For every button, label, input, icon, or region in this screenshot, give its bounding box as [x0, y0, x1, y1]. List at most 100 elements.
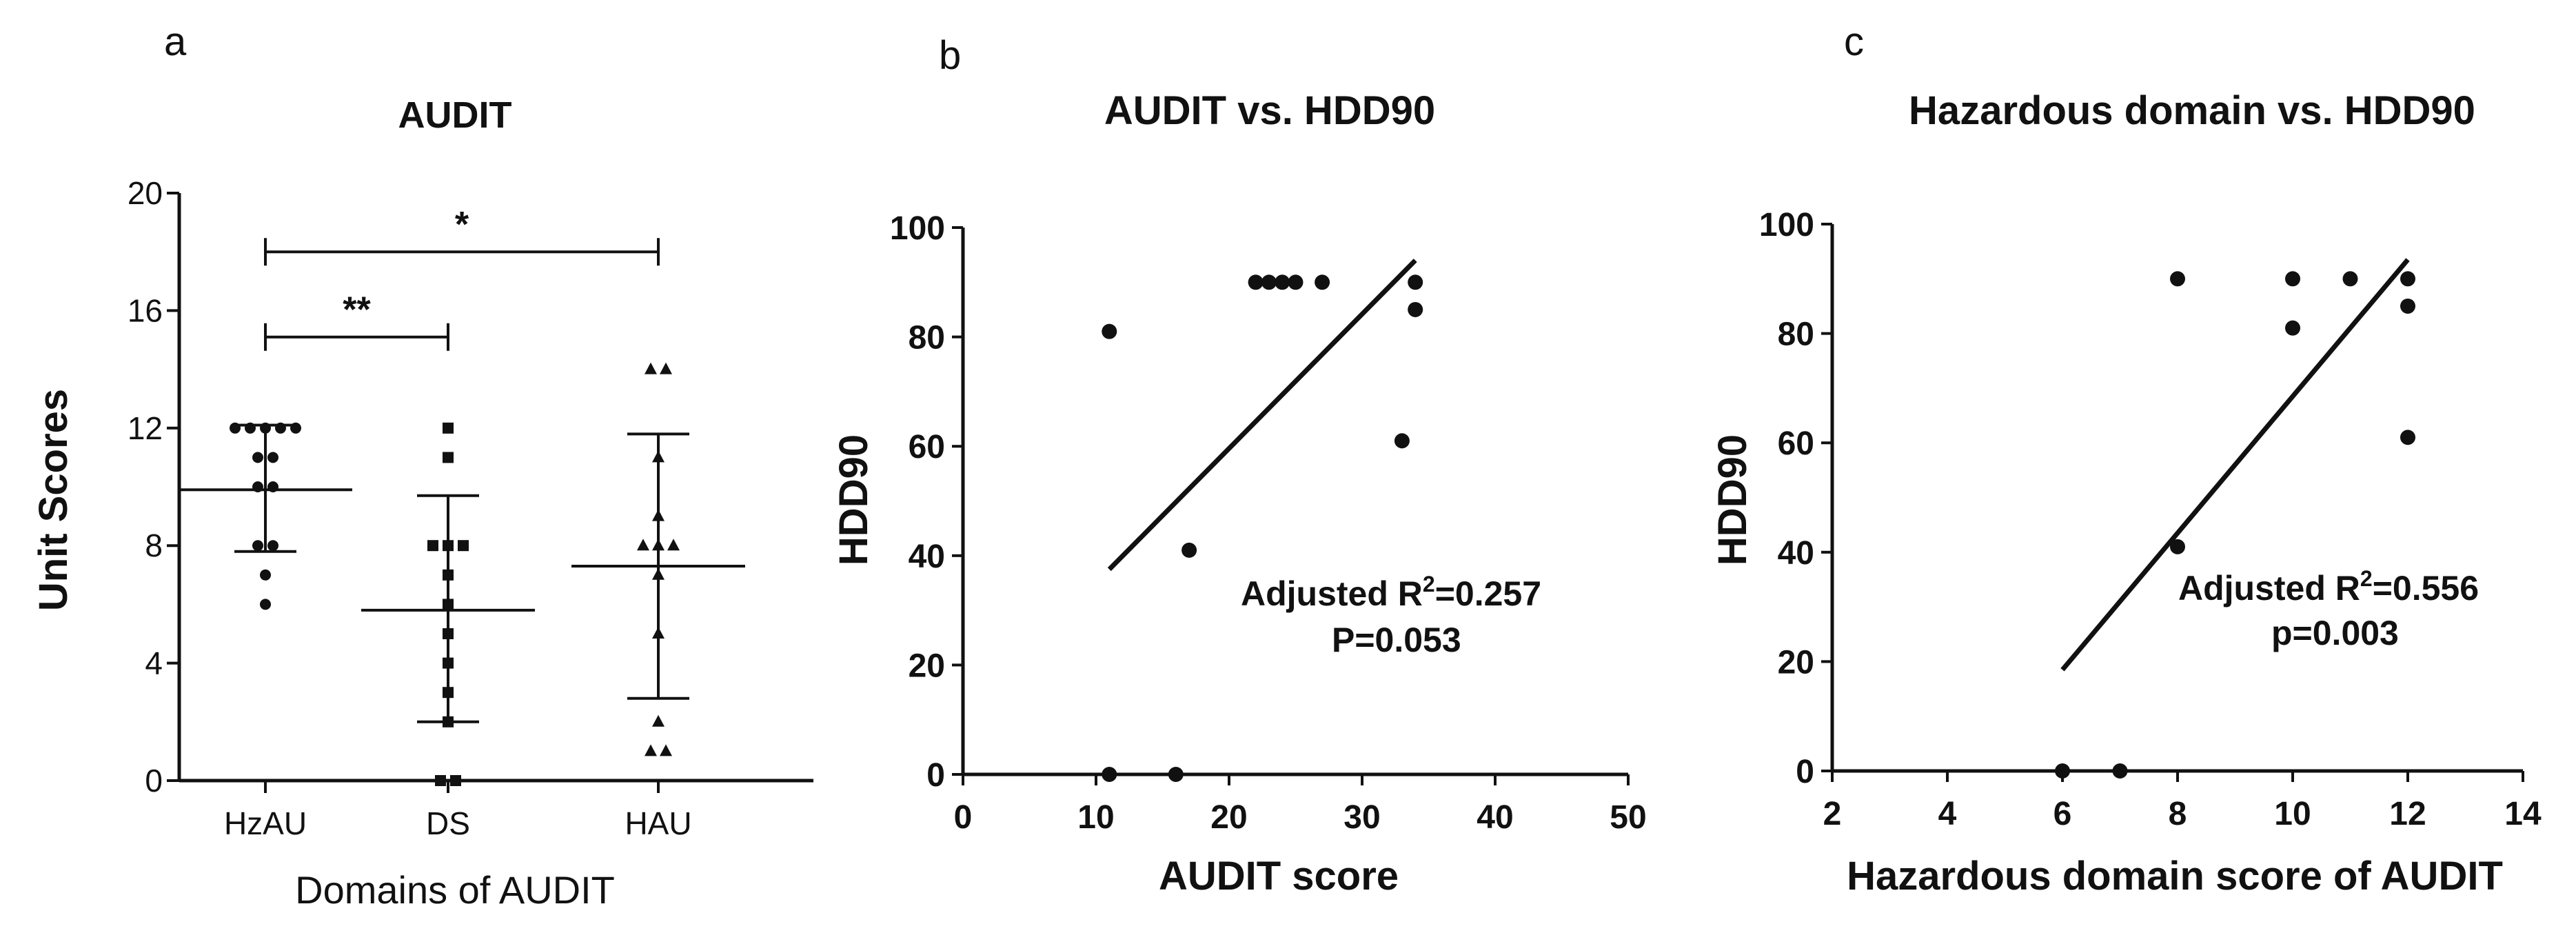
panel-a-point-HAU: [637, 539, 649, 551]
panel-a-point-HzAU: [260, 599, 271, 610]
panel-b-y-tick-label: 20: [909, 648, 945, 684]
panel-b-point: [1315, 274, 1330, 290]
panel-a-x-tick-label: DS: [426, 805, 470, 841]
panel-a-point-HAU: [660, 362, 672, 374]
panel-c-x-ticks: 2 4 6 8 10 12 14: [1823, 771, 2542, 832]
panel-b-x-tick-label: 20: [1210, 799, 1247, 836]
panel-c-y-tick-label: 60: [1778, 425, 1814, 462]
panel-a-x-tick-label: HAU: [625, 805, 691, 841]
panel-b-y-tick-label: 80: [909, 320, 945, 357]
panel-c-y-tick-label: 40: [1778, 535, 1814, 572]
panel-c-point: [2400, 298, 2415, 314]
panel-c-point: [2170, 539, 2185, 554]
panel-b-y-tick-label: 60: [909, 429, 945, 465]
panel-b-r2-prefix: Adjusted R: [1241, 574, 1423, 613]
panel-b-point: [1181, 542, 1197, 558]
panel-c-r2-prefix: Adjusted R: [2178, 569, 2360, 608]
panel-c-title: Hazardous domain vs. HDD90: [1909, 88, 2475, 133]
panel-c-axes: [1830, 224, 2523, 773]
panel-b-x-axis-label: AUDIT score: [1159, 854, 1399, 899]
panel-a-axes: [177, 193, 813, 783]
panel-a-point-HAU: [645, 744, 657, 756]
panel-b-point: [1394, 433, 1410, 449]
panel-a-point-HAU: [652, 714, 665, 727]
panel-c-fit-line: [2060, 258, 2410, 672]
panel-c-letter: c: [1844, 19, 1864, 64]
panel-a-point-HAU: [645, 362, 657, 374]
panel-a-chart: a AUDIT Unit Scores Domains of AUDIT 0 4 8…: [31, 19, 813, 912]
panel-a-x-axis-label: Domains of AUDIT: [295, 868, 615, 912]
panel-a-x-ticks: HzAU DS HAU: [224, 781, 692, 841]
panel-a-title: AUDIT: [398, 94, 512, 136]
panel-b-point: [1261, 274, 1277, 290]
panel-b-x-ticks: 0 10 20 30 40 50: [954, 774, 1647, 836]
panel-b-point: [1275, 274, 1290, 290]
panel-c-r2-superscript: 2: [2360, 566, 2373, 591]
panel-a-letter: a: [164, 19, 187, 64]
panel-a-point-HzAU: [260, 569, 271, 581]
panel-c-r2-value: =0.556: [2373, 569, 2479, 608]
panel-c-regression-line: [2060, 258, 2410, 672]
panel-a-significance-label: *: [455, 205, 469, 245]
panel-b-letter: b: [939, 33, 961, 78]
panel-c-y-tick-label: 100: [1759, 207, 1814, 243]
panel-c-point: [2170, 271, 2185, 287]
panel-b-chart: b AUDIT vs. HDD90 HDD90 AUDIT score 0204…: [831, 33, 1647, 899]
panel-b-point: [1288, 274, 1304, 290]
panel-b-x-tick-label: 50: [1610, 799, 1646, 836]
panel-c-x-tick-label: 6: [2053, 796, 2072, 832]
panel-c-x-tick-label: 4: [1938, 796, 1957, 832]
panel-c-y-tick-label: 0: [1796, 754, 1814, 790]
panel-b-annotation-p: P=0.053: [1332, 621, 1461, 659]
panel-a-y-tick-label: 16: [128, 292, 163, 328]
panel-c-point: [2112, 763, 2128, 779]
panel-c-y-ticks: 0 20 40 60 80 100: [1759, 207, 1832, 790]
panel-c-y-axis-label: HDD90: [1710, 434, 1755, 565]
panel-a-y-ticks: 0 4 8 12 16 20: [128, 175, 179, 799]
panel-b-point: [1408, 301, 1423, 317]
panel-a-point-DS: [450, 775, 461, 786]
panel-a-point-DS: [435, 775, 446, 786]
panel-a-y-tick-label: 4: [145, 645, 163, 681]
panel-b-x-tick-label: 0: [954, 799, 973, 836]
panel-b-title: AUDIT vs. HDD90: [1104, 88, 1435, 133]
panel-a-y-tick-label: 8: [145, 528, 163, 563]
panel-b-y-tick-label: 100: [890, 210, 945, 247]
panel-a-point-HzAU: [252, 540, 263, 552]
panel-b-r2-superscript: 2: [1423, 572, 1435, 596]
panel-c-annotation-r2: Adjusted R2=0.556: [2178, 566, 2479, 608]
panel-c-point: [2400, 430, 2415, 445]
panel-c-x-tick-label: 8: [2169, 796, 2187, 832]
panel-b-point: [1102, 767, 1117, 782]
panel-b-point: [1102, 323, 1117, 339]
panel-b-point: [1408, 274, 1423, 290]
panel-c-chart: c Hazardous domain vs. HDD90 HDD90 Hazar…: [1710, 19, 2542, 899]
panel-c-annotation-p: p=0.003: [2271, 614, 2399, 652]
panel-c-point: [2400, 271, 2415, 287]
panel-b-points: [1102, 274, 1423, 782]
panel-b-x-tick-label: 40: [1477, 799, 1513, 836]
panel-c-point: [2342, 271, 2358, 287]
panel-a-y-tick-label: 12: [128, 410, 163, 446]
panel-b-regression-line: [1107, 259, 1417, 572]
panel-a-y-tick-label: 20: [128, 175, 163, 211]
panel-b-y-tick-label: 0: [926, 757, 945, 794]
panel-c-x-tick-label: 2: [1823, 796, 1842, 832]
panel-b-annotation-r2: Adjusted R2=0.257: [1241, 572, 1541, 613]
panel-b-x-tick-label: 10: [1077, 799, 1114, 836]
panel-a-significance-brackets: ***: [264, 205, 660, 351]
panel-c-x-axis-label: Hazardous domain score of AUDIT: [1847, 854, 2503, 899]
panel-c-points: [2055, 271, 2415, 779]
panel-a-significance-label: **: [343, 290, 371, 330]
panel-a-point-HAU: [660, 744, 672, 756]
panel-c-x-tick-label: 10: [2274, 796, 2311, 832]
panel-a-error-bars: [179, 423, 745, 723]
panel-c-x-tick-label: 14: [2504, 796, 2542, 832]
panel-b-x-tick-label: 30: [1343, 799, 1380, 836]
panel-a-y-axis-label: Unit Scores: [31, 389, 76, 611]
panel-b-r2-value: =0.257: [1435, 574, 1541, 613]
panel-a-point-HAU: [667, 539, 680, 551]
panel-b-y-axis-label: HDD90: [831, 434, 876, 565]
panel-a-y-tick-label: 0: [145, 763, 163, 799]
